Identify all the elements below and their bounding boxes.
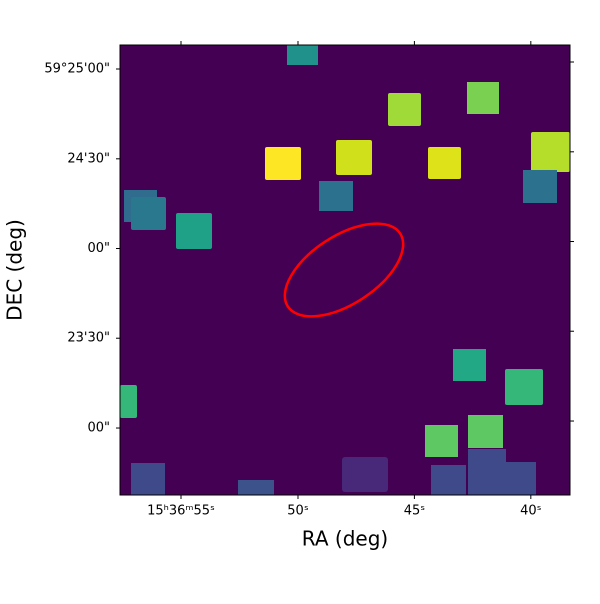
y-tick-label: 59°25'00" <box>44 62 110 77</box>
x-tick-label: 50ˢ <box>287 504 309 519</box>
y-axis-label: DEC (deg) <box>3 219 27 321</box>
plot-frame <box>119 44 571 496</box>
sources <box>120 45 570 495</box>
y-tick-label: 24'30" <box>67 151 110 166</box>
x-tick-label: 40ˢ <box>520 504 542 519</box>
x-tick-label: 15ʰ36ᵐ55ˢ <box>147 504 215 519</box>
y-tick-label: 00" <box>87 421 110 436</box>
y-tick-label: 00" <box>87 241 110 256</box>
x-tick-label: 45ˢ <box>404 504 426 519</box>
y-tick-label: 23'30" <box>67 331 110 346</box>
region-ellipse <box>283 222 405 318</box>
x-axis-label: RA (deg) <box>302 527 388 551</box>
